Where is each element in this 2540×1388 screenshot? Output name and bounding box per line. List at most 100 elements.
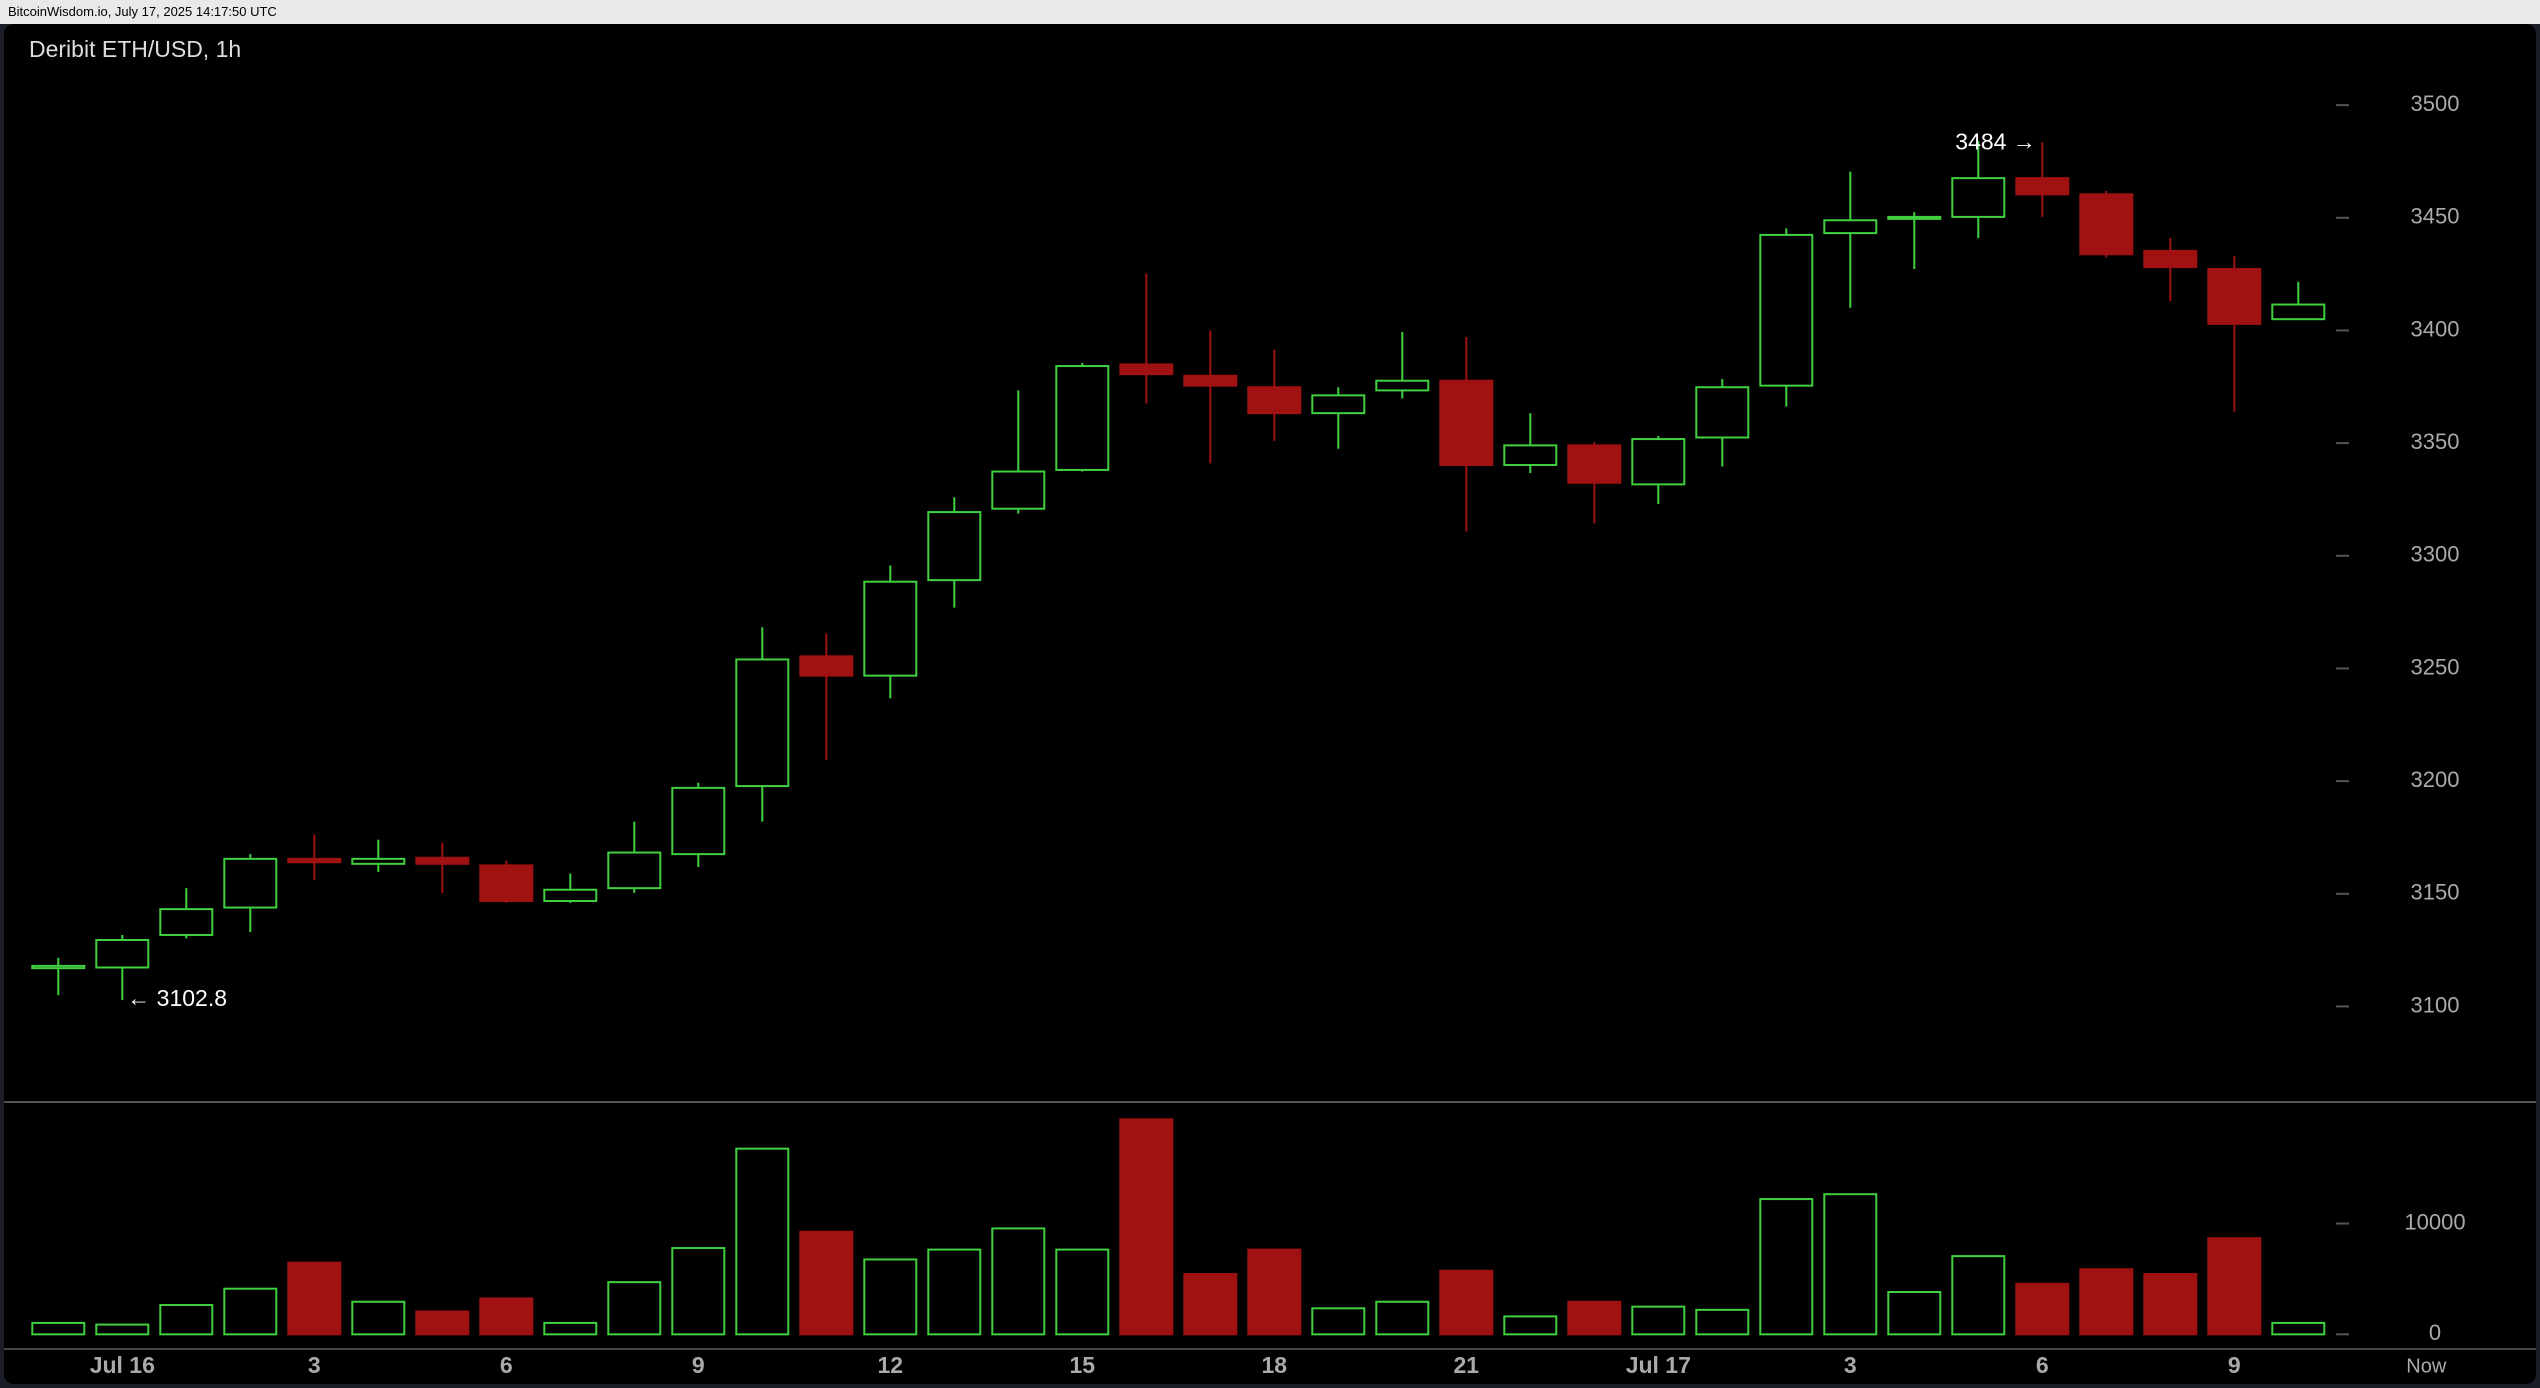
y-tick-label: 3400 (2411, 316, 2460, 341)
candle-body (735, 658, 790, 788)
volume-bar (863, 1258, 918, 1336)
x-tick-label: 6 (2036, 1352, 2049, 1378)
volume-bar (607, 1281, 662, 1336)
volume-bar (1247, 1248, 1302, 1336)
volume-bar (1631, 1305, 1686, 1336)
volume-bar (2015, 1282, 2070, 1336)
x-tick-label: 6 (500, 1352, 513, 1378)
y-tick-label: 0 (2429, 1320, 2441, 1345)
volume-bar (1119, 1118, 1174, 1336)
x-tick-label: 15 (1070, 1352, 1096, 1378)
candle-body (2207, 267, 2262, 325)
volume-bar (1887, 1291, 1942, 1336)
volume-bar (991, 1227, 1046, 1336)
volume-bar (2207, 1237, 2262, 1336)
volume-bar (1183, 1273, 1238, 1336)
volume-bar (287, 1261, 342, 1336)
volume-bar (2079, 1268, 2134, 1336)
volume-bar (735, 1147, 790, 1336)
candle-body (927, 511, 982, 582)
candle-body (95, 938, 150, 969)
x-tick-label: 9 (692, 1352, 705, 1378)
candle-body (1247, 386, 1302, 415)
x-tick-label: 3 (1844, 1352, 1857, 1378)
candle-body (1183, 374, 1238, 387)
candle-body (1375, 379, 1430, 392)
volume-bar (1055, 1248, 1110, 1336)
volume-bar (31, 1321, 86, 1336)
volume-bar (1503, 1315, 1558, 1336)
volume-bar (1311, 1307, 1366, 1336)
candle-body (31, 964, 86, 970)
candle-body (1695, 386, 1750, 439)
candle-body (543, 888, 598, 903)
volume-bar (1567, 1300, 1622, 1336)
volume-bar (95, 1323, 150, 1336)
candle-body (1311, 394, 1366, 415)
max-annotation: 3484 → (1955, 128, 2036, 154)
candle-body (2143, 249, 2198, 269)
volume-bar (351, 1300, 406, 1336)
x-tick-label: Jul 16 (90, 1352, 155, 1378)
candle-body (1439, 379, 1494, 466)
x-tick-label: 12 (878, 1352, 904, 1378)
chart-panel (4, 24, 2536, 1384)
x-tick-label: Jul 17 (1626, 1352, 1691, 1378)
x-tick-label: 18 (1262, 1352, 1288, 1378)
candle-body (2271, 303, 2326, 321)
chart-title: Deribit ETH/USD, 1h (29, 36, 241, 62)
candle-body (2079, 193, 2134, 256)
candle-body (607, 851, 662, 890)
y-tick-label: 3150 (2411, 880, 2460, 905)
candle-body (991, 470, 1046, 510)
candle-body (799, 655, 854, 677)
volume-bar (479, 1297, 534, 1336)
candle-body (223, 857, 278, 909)
candle-body (351, 857, 406, 865)
x-tick-label: 3 (308, 1352, 321, 1378)
y-tick-label: 3500 (2411, 91, 2460, 116)
y-tick-label: 3100 (2411, 992, 2460, 1017)
volume-bar (543, 1321, 598, 1336)
volume-bar (799, 1230, 854, 1336)
volume-bar (1823, 1193, 1878, 1336)
y-tick-label: 3350 (2411, 429, 2460, 454)
x-tick-label: 21 (1454, 1352, 1480, 1378)
candle-body (1503, 444, 1558, 466)
volume-bar (2271, 1321, 2326, 1336)
y-tick-label: 3450 (2411, 204, 2460, 229)
candle-body (415, 856, 470, 865)
candle-body (1887, 215, 1942, 220)
header-bar: BitcoinWisdom.io, July 17, 2025 14:17:50… (0, 0, 2540, 24)
volume-bar (1951, 1255, 2006, 1336)
volume-bar (1759, 1198, 1814, 1336)
candle-body (479, 864, 534, 903)
candle-body (159, 908, 214, 937)
candle-body (1823, 219, 1878, 235)
candle-body (1631, 438, 1686, 486)
x-tick-label: 9 (2228, 1352, 2241, 1378)
candle-body (1759, 233, 1814, 387)
y-tick-label: 10000 (2404, 1209, 2465, 1234)
candle-body (1119, 363, 1174, 376)
volume-bar (1375, 1300, 1430, 1336)
volume-bar (1695, 1308, 1750, 1336)
volume-bar (415, 1310, 470, 1336)
candle-body (671, 786, 726, 856)
candle-body (1951, 177, 2006, 218)
y-tick-label: 3200 (2411, 767, 2460, 792)
volume-bar (1439, 1269, 1494, 1336)
volume-bar (671, 1247, 726, 1336)
x-tick-label: Now (2406, 1355, 2447, 1377)
min-annotation: ← 3102.8 (127, 985, 227, 1011)
volume-bar (927, 1248, 982, 1336)
candle-body (2015, 177, 2070, 196)
volume-bar (159, 1303, 214, 1336)
candle-body (1567, 444, 1622, 484)
candle-body (287, 857, 342, 864)
y-tick-label: 3250 (2411, 654, 2460, 679)
volume-bar (2143, 1273, 2198, 1336)
volume-bar (223, 1287, 278, 1336)
